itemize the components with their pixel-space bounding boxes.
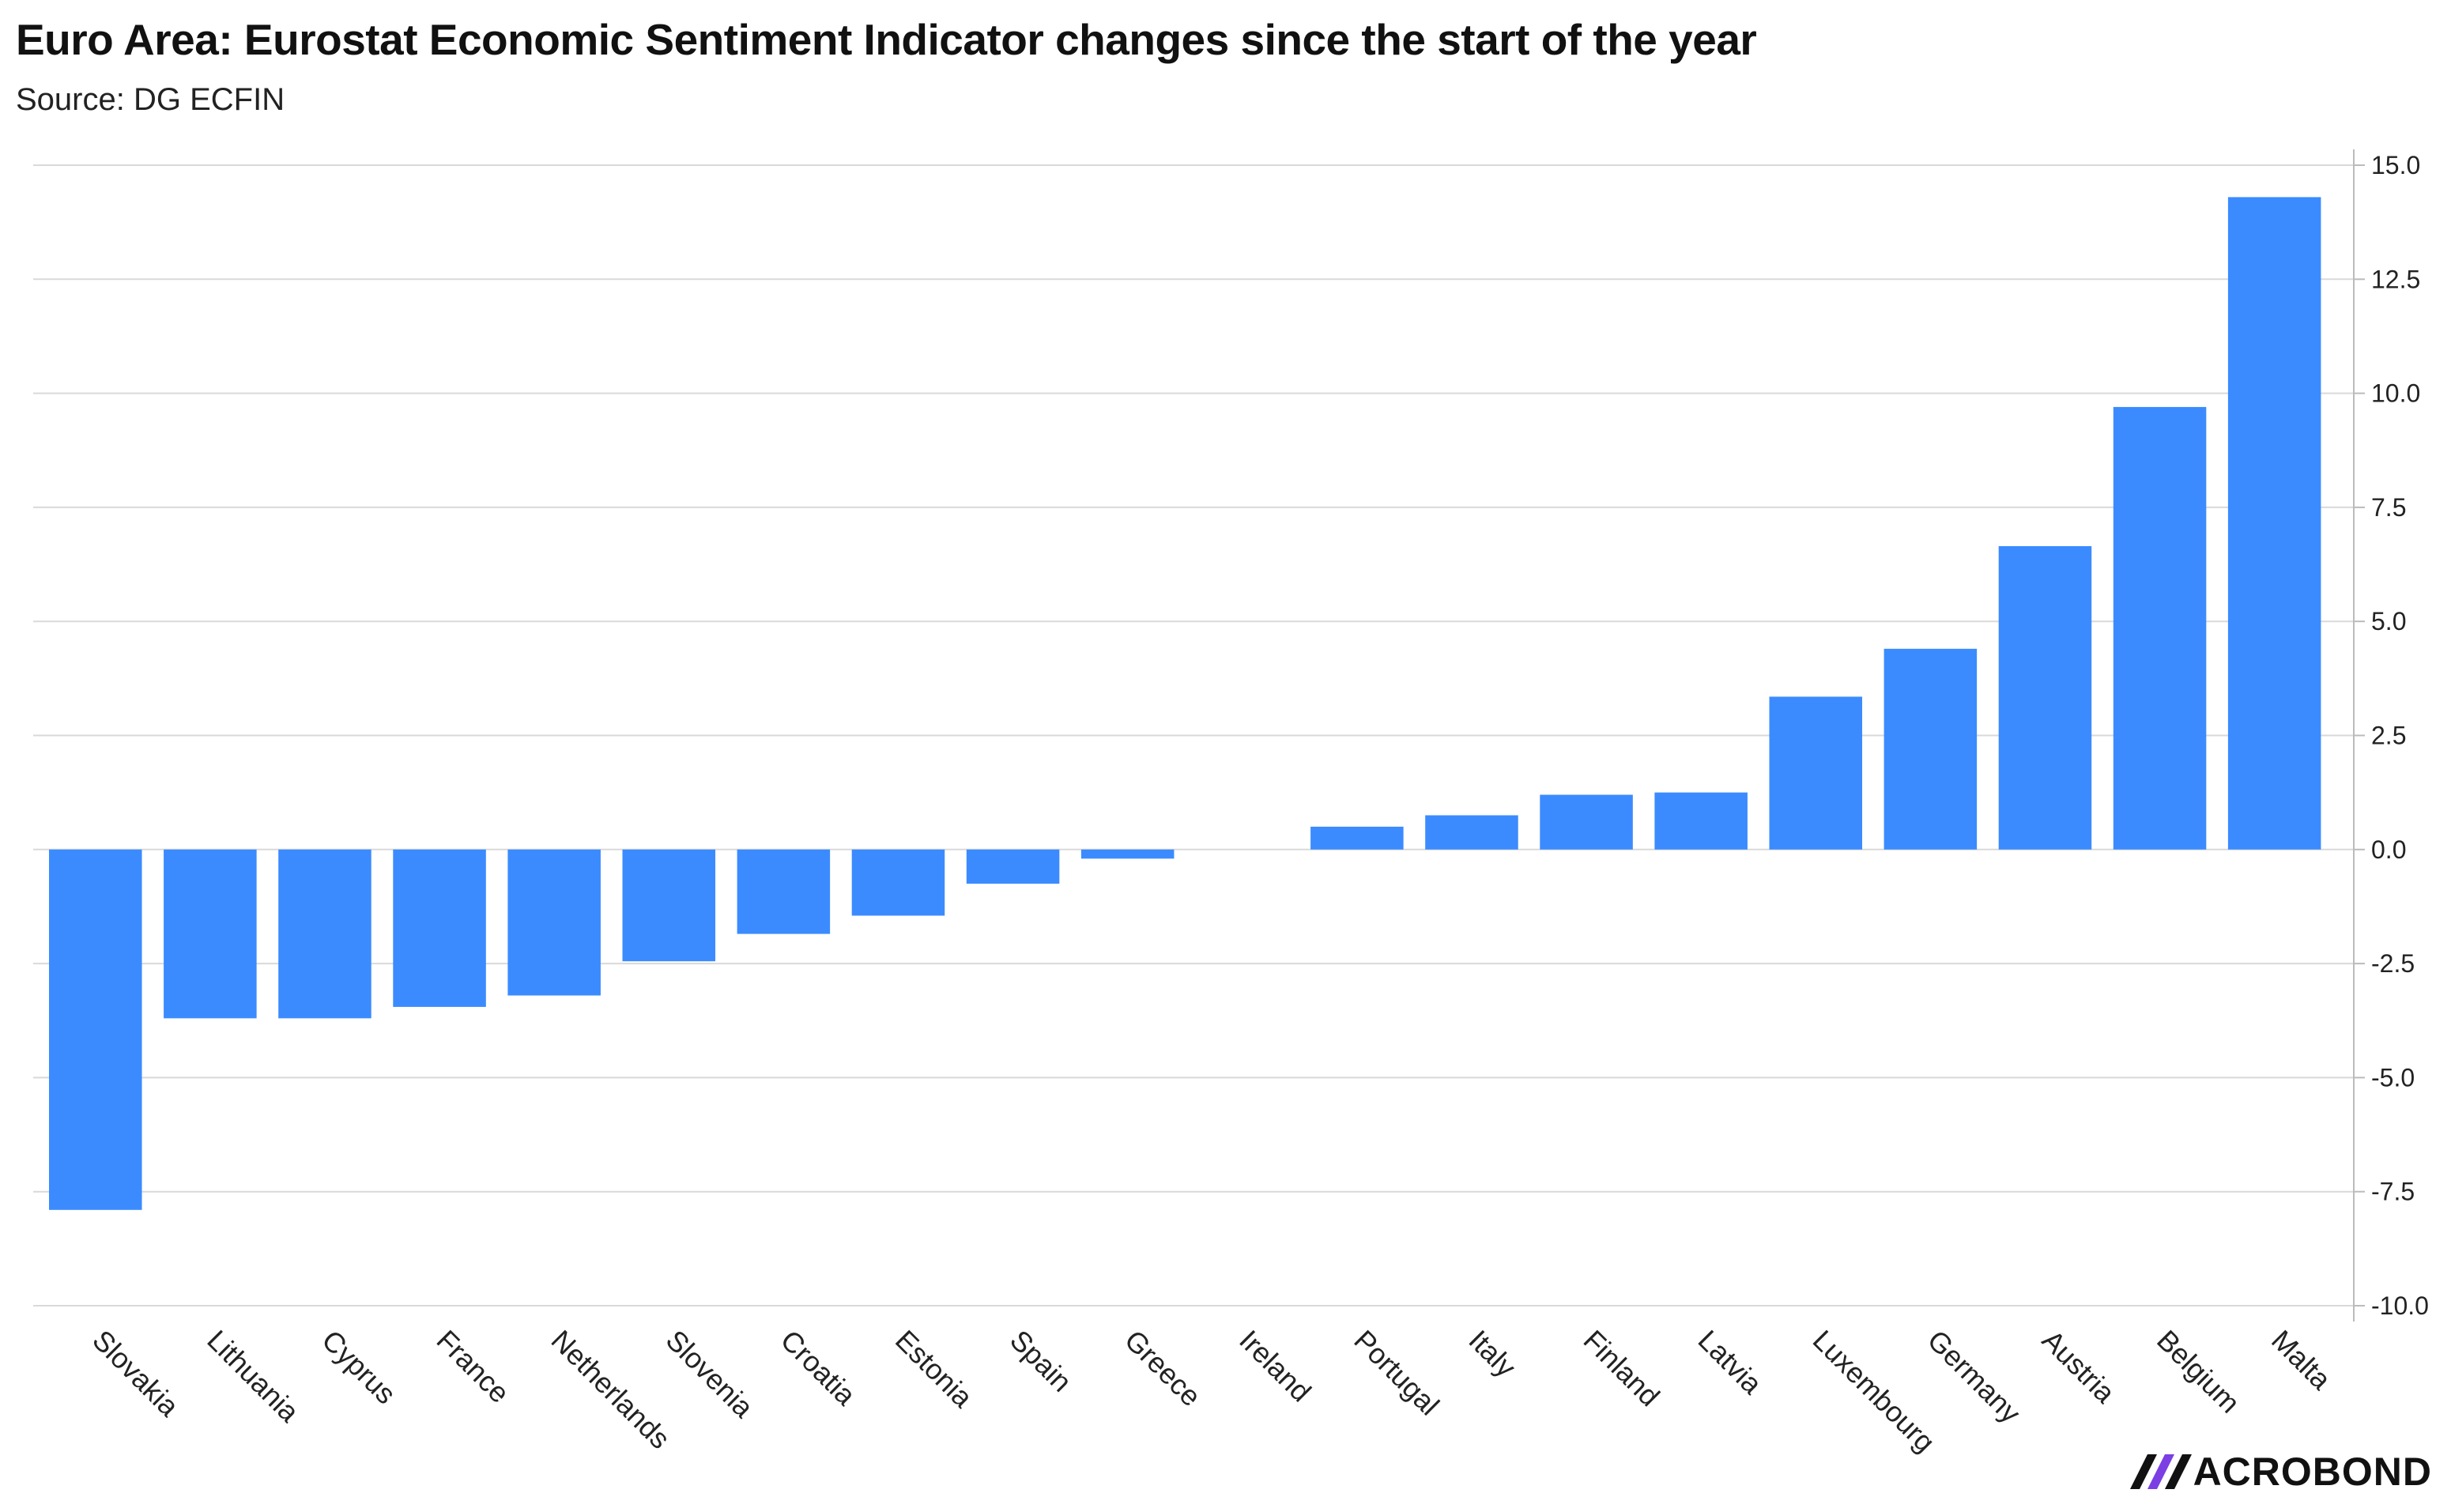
- bar-portugal: [1310, 826, 1404, 850]
- bar-greece: [1080, 849, 1175, 859]
- y-axis: 15.0 12.5 10.0 7.5 5.0 2.5 0.0 -2.5 -5.0 -7.5 -10.…: [2353, 149, 2429, 1322]
- bar-malta: [2227, 197, 2321, 850]
- x-category-label: Austria: [2036, 1324, 2122, 1410]
- x-category-label: Cyprus: [315, 1324, 402, 1411]
- x-category-label: Croatia: [775, 1324, 863, 1412]
- x-axis-labels: Slovakia Lithuania Cyprus France Netherlands…: [86, 1324, 2338, 1459]
- y-tick-label: 2.5: [2371, 722, 2406, 750]
- y-tick-label: -10.0: [2371, 1291, 2429, 1320]
- x-category-label: Portugal: [1348, 1324, 1446, 1422]
- bar-italy: [1425, 815, 1518, 850]
- bar-france: [393, 849, 486, 1007]
- chart-source: Source: DG ECFIN: [16, 82, 285, 117]
- x-category-label: Malta: [2265, 1324, 2338, 1397]
- x-category-label: Ireland: [1233, 1324, 1318, 1408]
- x-category-label: Latvia: [1692, 1324, 1770, 1401]
- chart-title: Euro Area: Eurostat Economic Sentiment I…: [16, 15, 1757, 64]
- x-category-label: Italy: [1462, 1324, 1522, 1384]
- bar-luxembourg: [1769, 696, 1863, 850]
- bar-slovakia: [49, 849, 142, 1210]
- bar-finland: [1540, 794, 1633, 850]
- y-tick-label: 5.0: [2371, 607, 2406, 635]
- x-category-label: Spain: [1004, 1324, 1078, 1398]
- x-category-label: Finland: [1578, 1324, 1666, 1412]
- bar-estonia: [851, 849, 945, 916]
- macrobond-logo-mark-icon: [2129, 1454, 2192, 1489]
- y-tick-label: 12.5: [2371, 265, 2420, 293]
- bar-netherlands: [507, 849, 601, 996]
- bar-slovenia: [622, 849, 716, 962]
- x-category-label: Estonia: [889, 1324, 980, 1415]
- y-tick-label: -7.5: [2371, 1178, 2415, 1206]
- x-category-label: Slovakia: [86, 1324, 186, 1423]
- bar-spain: [966, 849, 1060, 884]
- x-category-label: Greece: [1118, 1324, 1207, 1412]
- bar-austria: [1998, 545, 2092, 850]
- macrobond-logo: ACROBOND: [2129, 1449, 2432, 1495]
- y-tick-label: -2.5: [2371, 949, 2415, 978]
- bar-cyprus: [278, 849, 371, 1019]
- x-category-label: Germany: [1921, 1324, 2027, 1430]
- y-tick-label: 0.0: [2371, 835, 2406, 864]
- y-tick-label: 10.0: [2371, 379, 2420, 408]
- x-category-label: Slovenia: [660, 1324, 760, 1424]
- x-category-label: France: [431, 1324, 516, 1409]
- x-category-label: Belgium: [2151, 1324, 2246, 1420]
- x-category-label: Lithuania: [201, 1324, 306, 1429]
- y-tick-label: -5.0: [2371, 1063, 2415, 1092]
- macrobond-logo-text: ACROBOND: [2193, 1450, 2432, 1494]
- bars: [49, 197, 2321, 1210]
- bar-lithuania: [164, 849, 257, 1019]
- bar-croatia: [737, 849, 831, 934]
- x-category-label: Luxembourg: [1807, 1324, 1942, 1459]
- bar-germany: [1883, 648, 1978, 850]
- y-tick-label: 15.0: [2371, 151, 2420, 179]
- x-category-label: Netherlands: [545, 1324, 677, 1455]
- y-tick-label: 7.5: [2371, 493, 2406, 522]
- bar-belgium: [2113, 406, 2207, 850]
- bar-latvia: [1654, 792, 1748, 850]
